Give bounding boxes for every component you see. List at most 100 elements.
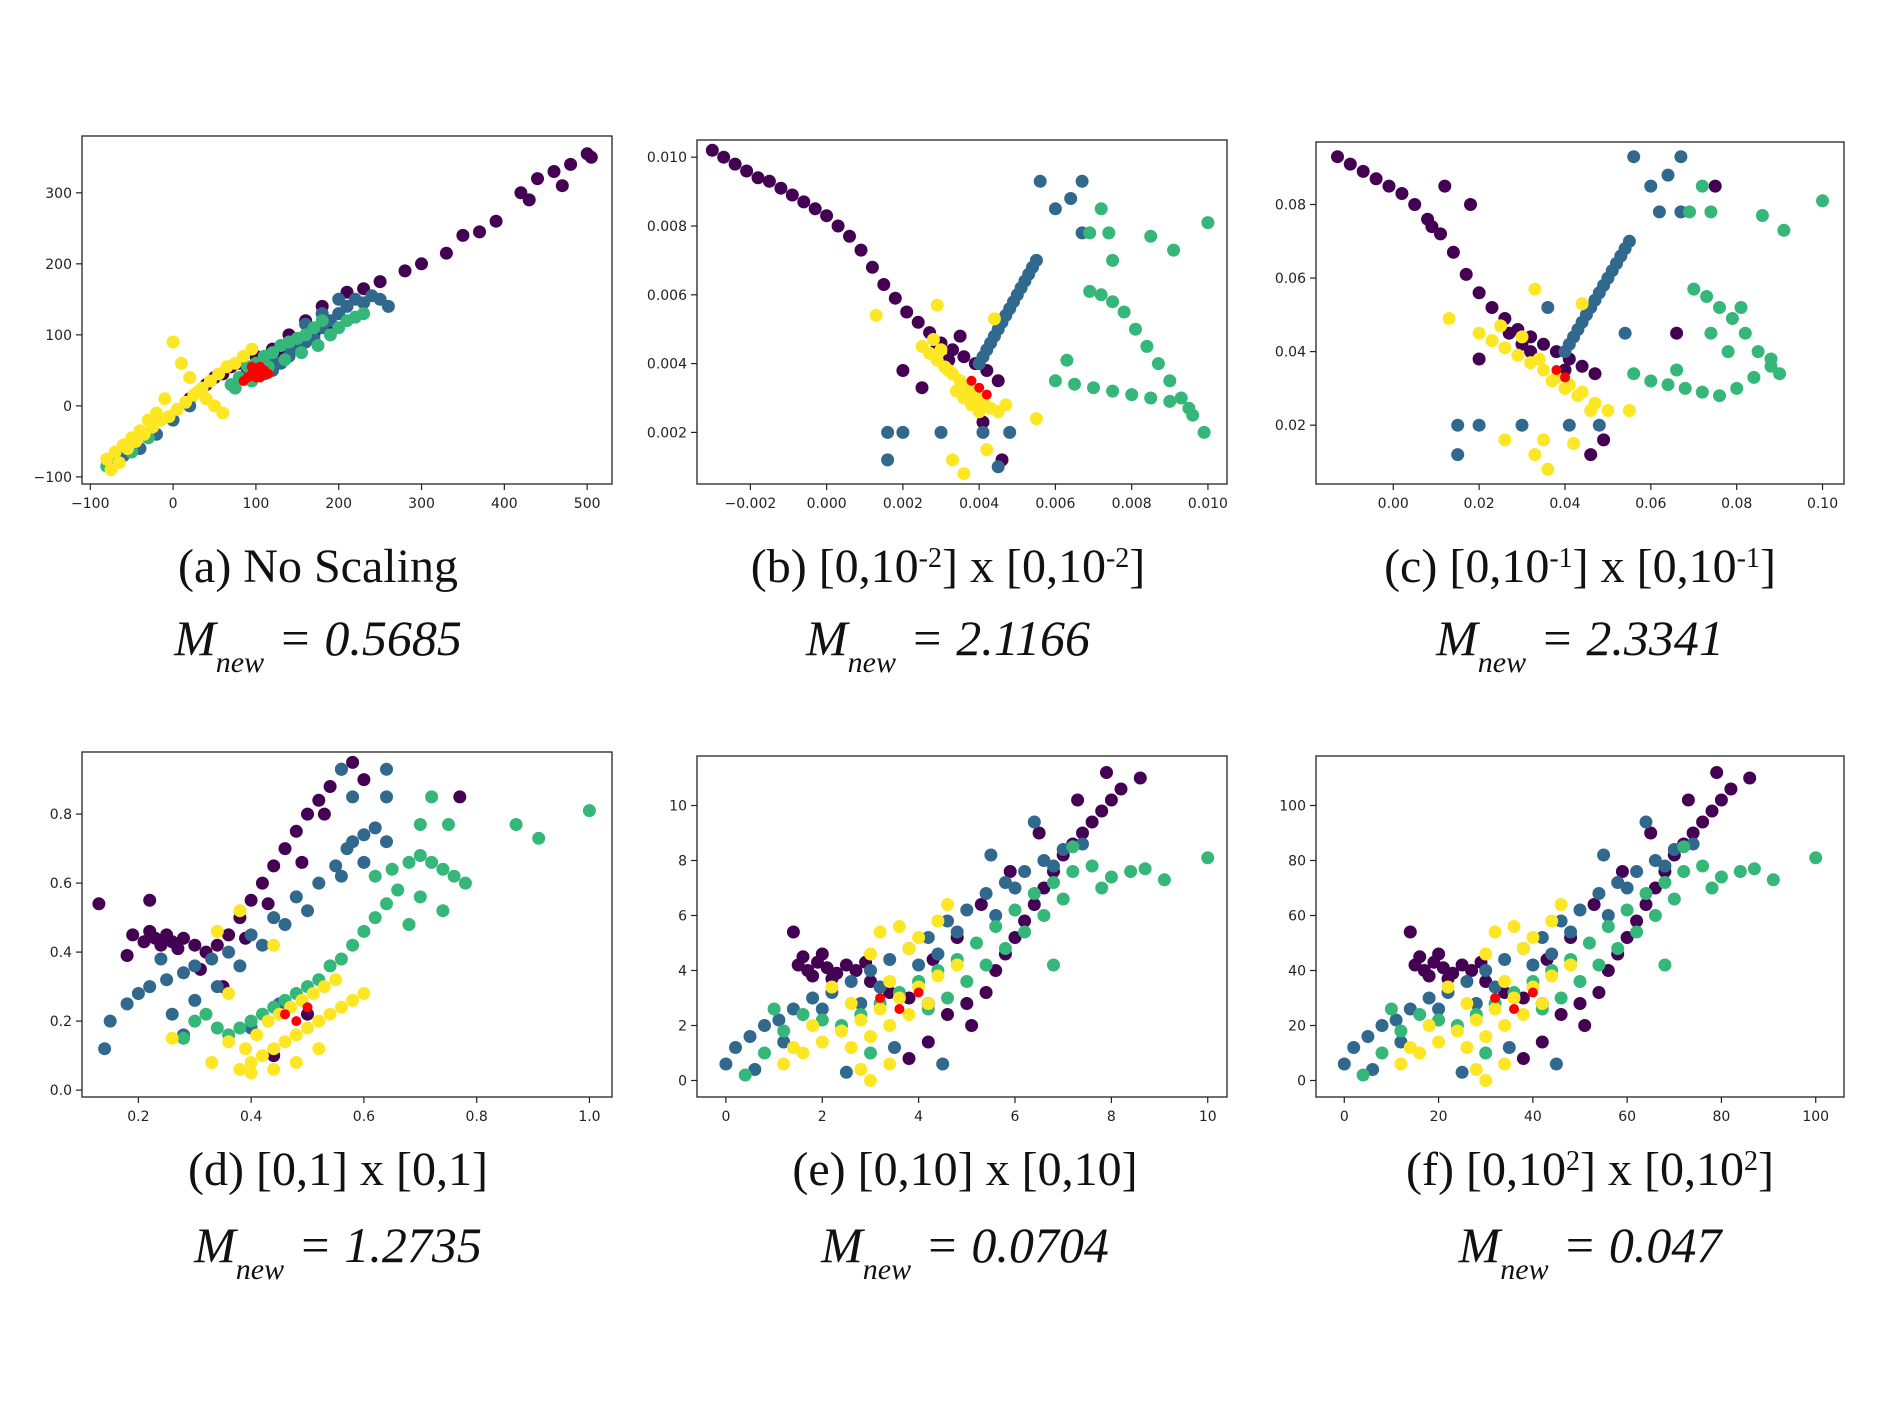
- point-cluster-purple: [1644, 826, 1658, 840]
- x-tick-label-d: 0.4: [240, 1109, 262, 1125]
- point-cluster-blue: [1422, 991, 1436, 1005]
- point-cluster-purple: [911, 315, 925, 329]
- panel-b: −0.002 0.000 0.002 0.004 0.006 0.008 0.010 0.00…: [647, 139, 1228, 679]
- point-cluster-yellow: [864, 947, 877, 961]
- point-cluster-blue: [1366, 1063, 1380, 1076]
- point-cluster-blue: [912, 958, 926, 972]
- point-cluster-yellow: [312, 1014, 326, 1028]
- point-cluster-green: [1777, 223, 1791, 237]
- point-cluster-green: [228, 381, 242, 395]
- point-cluster-purple: [1588, 367, 1602, 381]
- point-cluster-blue: [998, 876, 1012, 889]
- point-cluster-yellow: [999, 398, 1013, 412]
- point-cluster-yellow: [1537, 433, 1550, 447]
- point-cluster-yellow: [1528, 448, 1542, 462]
- point-cluster-purple: [1584, 448, 1598, 462]
- point-cluster-blue: [334, 762, 348, 776]
- point-cluster-yellow: [1469, 1063, 1483, 1076]
- metric-c: Mnew = 2.3341: [1435, 610, 1724, 679]
- point-cluster-green: [436, 862, 450, 876]
- point-cluster-green: [1356, 1068, 1370, 1082]
- y-tick-label-b: 0.002: [647, 425, 687, 441]
- point-cluster-purple: [1587, 898, 1601, 911]
- point-cluster-green: [815, 1013, 829, 1027]
- point-cluster-green: [1201, 216, 1215, 230]
- plot-frame-d: [81, 751, 613, 1098]
- point-cluster-yellow: [1622, 404, 1636, 417]
- point-cluster-blue: [1027, 815, 1041, 829]
- point-cluster-purple: [865, 260, 879, 274]
- point-cluster-blue: [244, 928, 258, 942]
- point-cluster-green: [1008, 903, 1022, 917]
- point-cluster-purple: [1422, 969, 1436, 983]
- point-cluster-green: [1733, 865, 1747, 878]
- point-cluster-purple: [373, 275, 387, 289]
- point-cluster-yellow: [1541, 462, 1555, 476]
- point-cluster-green: [1639, 887, 1653, 900]
- point-cluster-purple: [1438, 179, 1452, 193]
- point-cluster-yellow: [357, 987, 371, 1000]
- point-cluster-purple: [346, 755, 360, 769]
- point-cluster-blue: [960, 903, 974, 917]
- point-cluster-purple: [1446, 245, 1460, 259]
- point-cluster-yellow: [1488, 1002, 1502, 1016]
- point-cluster-yellow: [883, 975, 897, 988]
- point-cluster-yellow: [844, 1041, 858, 1054]
- point-cluster-purple: [244, 893, 258, 907]
- x-tick-label-c: 0.10: [1807, 496, 1838, 512]
- point-cluster-green: [960, 975, 974, 988]
- point-cluster-yellow: [926, 333, 940, 346]
- point-cluster-yellow: [912, 931, 926, 944]
- x-tick-label-f: 60: [1618, 1109, 1636, 1125]
- point-cluster-green: [368, 869, 382, 883]
- panel-f: 0 20 40 60 80 100 0 20 40 60 80 100 (f) [0,102] x [0…: [1279, 755, 1845, 1286]
- point-cluster-blue: [1007, 295, 1020, 309]
- point-cluster-purple: [839, 958, 853, 972]
- point-cluster-green: [1068, 377, 1081, 391]
- point-cluster-blue: [941, 914, 954, 928]
- point-cluster-yellow: [987, 312, 1001, 326]
- y-tick-label-a: 300: [45, 186, 72, 202]
- point-cluster-green: [1644, 374, 1658, 388]
- point-cluster-yellow: [1498, 341, 1512, 355]
- y-tick-label-c: 0.06: [1275, 271, 1306, 287]
- point-cluster-purple: [301, 807, 314, 821]
- point-cluster-yellow: [1528, 282, 1542, 296]
- point-cluster-green: [1713, 389, 1726, 403]
- point-cluster-yellow: [1498, 975, 1512, 988]
- point-cluster-blue: [1472, 418, 1486, 432]
- point-cluster-purple: [843, 229, 856, 243]
- point-cluster-blue: [758, 1019, 771, 1032]
- point-cluster-yellow: [892, 920, 906, 933]
- point-cluster-yellow: [210, 924, 224, 938]
- point-cluster-yellow: [777, 1057, 791, 1071]
- point-cluster-purple: [188, 938, 202, 952]
- point-cluster-purple: [1615, 865, 1629, 878]
- point-cluster-green: [989, 920, 1003, 933]
- plot-frame-b: [696, 139, 1228, 485]
- point-cluster-yellow: [1485, 334, 1499, 348]
- point-cluster-purple: [1472, 286, 1486, 300]
- point-cluster-blue: [888, 1041, 901, 1054]
- point-cluster-blue: [984, 848, 998, 862]
- point-cluster-purple: [456, 228, 470, 242]
- point-cluster-green: [1713, 301, 1726, 314]
- point-cluster-purple: [1648, 881, 1662, 895]
- point-cluster-purple: [171, 942, 185, 956]
- point-cluster-blue: [1394, 1035, 1408, 1049]
- point-cluster-purple: [1573, 997, 1587, 1010]
- x-tick-label-b: 0.008: [1112, 496, 1152, 512]
- metric-f: Mnew = 0.047: [1458, 1217, 1724, 1286]
- point-cluster-purple: [555, 179, 569, 193]
- point-cluster-purple: [1003, 865, 1017, 878]
- point-cluster-yellow: [205, 1056, 219, 1069]
- metric-a: Mnew = 0.5685: [173, 610, 462, 679]
- point-cluster-yellow: [1567, 437, 1581, 450]
- point-cluster-yellow: [921, 997, 935, 1010]
- point-cluster-blue: [1361, 1030, 1375, 1043]
- point-cluster-yellow: [815, 1035, 829, 1049]
- point-cluster-purple: [1724, 782, 1738, 796]
- point-cluster-purple: [1434, 227, 1447, 241]
- point-cluster-blue: [1502, 1041, 1516, 1054]
- point-cluster-green: [1197, 425, 1211, 439]
